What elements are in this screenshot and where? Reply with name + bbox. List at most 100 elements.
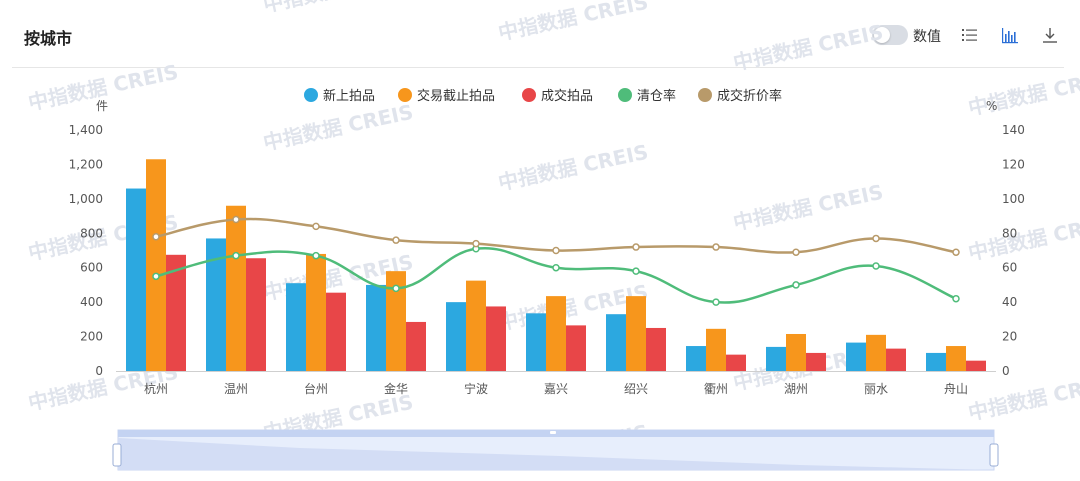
x-tick-label: 嘉兴 [544, 382, 568, 396]
list-icon[interactable] [960, 25, 980, 45]
watermark-text: 中指数据 CREIS [261, 250, 415, 305]
line-series [152, 215, 960, 306]
line-point [152, 272, 160, 281]
x-tick-label: 温州 [224, 382, 248, 396]
line-point [792, 281, 800, 289]
bar [806, 352, 826, 371]
bar [446, 302, 466, 371]
zoom-top-bar [118, 430, 994, 437]
bar [306, 253, 326, 371]
x-tick-label: 湖州 [784, 381, 808, 396]
line-point [552, 263, 560, 272]
line-point [472, 245, 480, 253]
watermark-text: 中指数据 CREIS [261, 100, 415, 155]
line-point [232, 251, 240, 260]
bar [766, 346, 786, 371]
y-right-tick: 140 [1002, 123, 1025, 137]
bar [526, 313, 546, 371]
bar [326, 292, 346, 371]
y-right-unit: % [986, 99, 997, 113]
legend-label: 交易截止拍品 [417, 88, 495, 104]
bar [786, 333, 806, 371]
bar-chart-icon[interactable] [1000, 25, 1020, 45]
header-divider [12, 67, 1064, 68]
watermark-text: 中指数据 CREIS [261, 390, 415, 445]
legend-marker [698, 88, 712, 102]
y-right-tick: 100 [1002, 192, 1025, 206]
line-point [952, 294, 960, 303]
line-point [632, 243, 640, 251]
value-toggle-label: 数值 [913, 29, 941, 45]
bar [486, 306, 506, 371]
x-tick-label: 丽水 [864, 382, 888, 396]
y-left-tick: 0 [95, 364, 103, 378]
y-right-tick: 60 [1002, 261, 1017, 275]
watermark-text: 中指数据 CREIS [966, 370, 1080, 425]
download-icon[interactable] [1040, 25, 1060, 45]
y-right-tick: 0 [1002, 364, 1010, 378]
y-left-tick: 200 [80, 330, 103, 344]
bar [966, 360, 986, 371]
line-point [312, 251, 320, 260]
legend-label: 清仓率 [637, 88, 676, 104]
line-point [552, 246, 560, 255]
zoom-preview-area [118, 438, 994, 470]
watermark-text: 中指数据 CREIS [496, 280, 650, 335]
y-left-tick: 600 [80, 261, 103, 275]
legend-label: 成交拍品 [541, 88, 593, 104]
legend-label: 成交折价率 [717, 88, 782, 104]
bar [386, 271, 406, 371]
watermark-text: 中指数据 CREIS [966, 210, 1080, 265]
y-left-tick: 1,200 [69, 157, 103, 171]
x-tick-label: 台州 [304, 381, 328, 396]
line-path [155, 217, 957, 254]
watermark-text: 中指数据 CREIS [731, 340, 885, 395]
chart-axes: 件 % 0 200 400 600 800 1,000 1,200 1,400 0 20 40 60 80 1… [69, 99, 1025, 396]
y-left-tick: 1,400 [69, 123, 103, 137]
line-point [232, 215, 240, 224]
bar [246, 258, 266, 371]
y-right-tick: 40 [1002, 295, 1017, 309]
zoom-handle-left [112, 443, 122, 467]
bar [226, 205, 246, 371]
zoom-handle-right [989, 443, 999, 467]
line-point [152, 232, 160, 241]
bar [466, 280, 486, 371]
bar [866, 334, 886, 371]
y-left-unit: 件 [96, 99, 108, 113]
line-point [872, 234, 880, 243]
x-tick-label: 绍兴 [624, 382, 648, 396]
bar [366, 284, 386, 371]
bar [126, 188, 146, 371]
bar [566, 325, 586, 371]
value-toggle[interactable] [872, 25, 908, 45]
line-point [392, 284, 400, 293]
bar [166, 254, 186, 371]
bar-series [126, 159, 986, 371]
bar [706, 328, 726, 371]
x-tick-label: 杭州 [144, 381, 168, 396]
watermark-text: 中指数据 CREIS [26, 360, 180, 415]
watermark-text: 中指数据 CREIS [496, 140, 650, 195]
bar [926, 352, 946, 371]
x-tick-label: 宁波 [464, 381, 488, 396]
y-left-tick: 1,000 [69, 192, 103, 206]
line-point [792, 248, 800, 256]
line-path [155, 246, 957, 304]
x-tick-label: 金华 [384, 381, 408, 396]
x-tick-label: 衢州 [704, 382, 728, 396]
bar [846, 342, 866, 371]
legend-marker [618, 88, 632, 102]
y-left-tick: 400 [80, 295, 103, 309]
legend-marker [522, 88, 536, 102]
line-point [872, 262, 880, 270]
watermark-text: 中指数据 CREIS [966, 65, 1080, 120]
line-point [632, 267, 640, 275]
line-point [712, 243, 720, 251]
bar [886, 348, 906, 371]
bar [546, 296, 566, 371]
bar [946, 346, 966, 371]
x-tick-label: 舟山 [944, 382, 968, 396]
toggle-knob [874, 27, 890, 43]
